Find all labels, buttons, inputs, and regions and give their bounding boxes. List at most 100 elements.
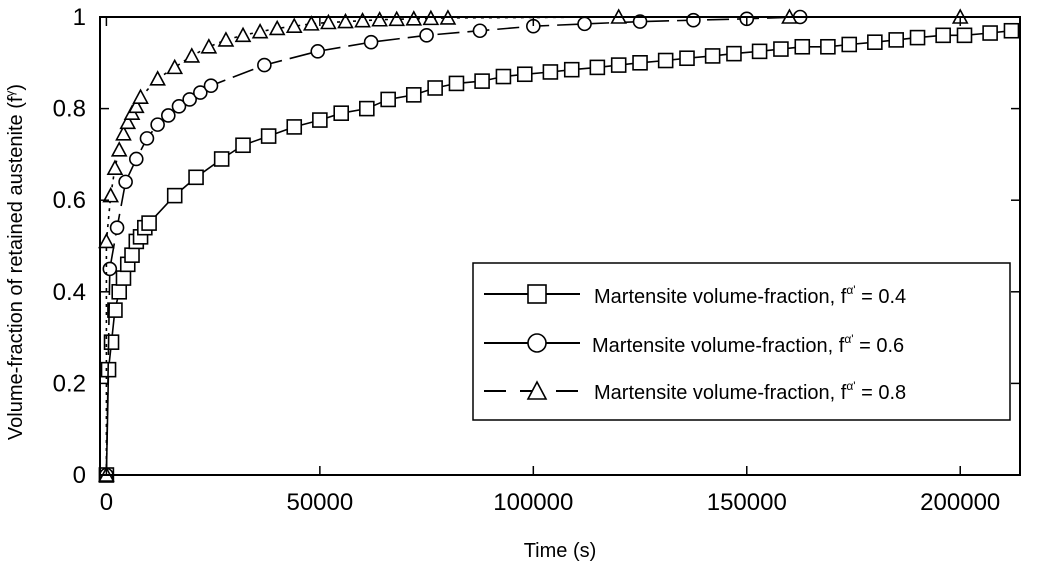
circle-marker <box>102 261 118 277</box>
legend: Martensite volume-fraction, fα' = 0.4 Ma… <box>472 262 1011 421</box>
square-marker <box>380 91 396 108</box>
x-axis-title: Time (s) <box>524 540 597 562</box>
square-marker <box>516 66 533 83</box>
triangle-marker <box>115 125 132 141</box>
triangle-marker <box>337 12 354 29</box>
legend-triangle-marker <box>526 380 548 400</box>
triangle-marker <box>302 15 320 31</box>
square-marker <box>956 27 973 44</box>
square-marker <box>213 151 230 167</box>
triangle-marker <box>234 26 252 43</box>
circle-marker <box>128 151 144 167</box>
x-tick-label: 0 <box>100 489 113 516</box>
x-tick-label: 50000 <box>286 489 353 516</box>
triangle-marker <box>127 97 145 114</box>
square-marker <box>563 61 580 78</box>
square-marker <box>286 119 303 135</box>
square-marker <box>427 80 443 96</box>
square-marker <box>166 187 183 204</box>
triangle-marker <box>102 186 120 203</box>
square-marker <box>107 302 123 318</box>
square-marker <box>657 52 674 69</box>
square-marker <box>679 50 695 67</box>
tick-layer: 0 50000 100000 150000 200000 0 0.2 0.4 0.6 0.8 1 <box>53 4 1020 516</box>
square-marker <box>115 270 132 286</box>
triangle-marker <box>106 159 124 175</box>
square-marker <box>820 38 836 55</box>
square-marker <box>704 48 721 64</box>
circle-marker <box>193 85 208 100</box>
x-tick-label: 150000 <box>707 489 787 516</box>
x-tick-label: 200000 <box>920 489 1000 516</box>
legend-box <box>472 262 1011 421</box>
square-marker <box>982 25 998 41</box>
square-marker <box>610 57 627 73</box>
triangle-marker <box>268 19 286 36</box>
triangle-marker <box>217 31 235 47</box>
square-marker <box>124 247 140 263</box>
triangle-marker <box>132 88 149 104</box>
triangle-marker <box>110 141 128 157</box>
circle-marker <box>632 14 648 29</box>
legend-circle-marker <box>527 333 547 353</box>
triangle-marker <box>320 13 337 30</box>
triangle-marker <box>285 17 303 33</box>
square-marker <box>260 128 277 144</box>
triangle-marker <box>251 22 269 39</box>
square-marker <box>841 36 858 53</box>
legend-label-3: Martensite volume-fraction, fα' = 0.8 <box>594 379 906 404</box>
circle-marker <box>310 44 326 59</box>
y-tick-label: 1 <box>73 4 86 31</box>
circle-marker <box>419 28 434 43</box>
circle-marker <box>150 117 165 132</box>
triangle-marker <box>405 10 423 26</box>
legend-label-2: Martensite volume-fraction, fα' = 0.6 <box>592 332 904 357</box>
legend-label-1: Martensite volume-fraction, fα' = 0.4 <box>594 283 906 308</box>
circle-marker <box>182 92 197 107</box>
square-marker <box>589 59 606 76</box>
triangle-marker <box>149 70 166 86</box>
circle-marker <box>161 108 176 123</box>
y-tick-label: 0.6 <box>53 187 86 214</box>
circle-marker <box>203 78 219 93</box>
square-marker <box>794 38 811 55</box>
circle-marker <box>363 34 379 50</box>
triangle-marker <box>388 10 406 27</box>
square-marker <box>359 100 375 117</box>
plot-frame <box>99 16 1021 476</box>
circle-marker <box>139 131 155 146</box>
square-marker <box>141 215 157 231</box>
square-marker <box>935 27 951 44</box>
square-marker <box>773 41 789 57</box>
series-2 <box>99 9 808 483</box>
square-marker <box>726 45 742 62</box>
y-tick-label: 0 <box>73 462 86 489</box>
square-marker <box>188 169 204 186</box>
square-marker <box>867 34 883 50</box>
x-tick-label: 100000 <box>493 489 573 516</box>
triangle-marker <box>183 47 201 63</box>
y-tick-label: 0.2 <box>53 370 86 397</box>
square-marker <box>448 75 465 92</box>
circle-marker <box>118 174 133 190</box>
square-marker <box>111 283 128 300</box>
y-tick-label: 0.4 <box>53 279 86 306</box>
triangle-marker <box>354 11 371 28</box>
circle-marker <box>171 99 187 114</box>
square-marker <box>751 43 768 60</box>
square-marker <box>1003 22 1020 39</box>
square-marker <box>312 112 328 128</box>
y-tick-label: 0.8 <box>53 96 86 123</box>
legend-square-marker <box>527 284 547 304</box>
square-marker <box>333 105 350 121</box>
legend-items <box>484 284 580 400</box>
y-axis-title: Volume-fraction of retained austenite (f… <box>3 84 27 440</box>
square-marker <box>632 54 648 71</box>
square-marker <box>235 137 251 154</box>
square-marker <box>474 73 490 89</box>
square-marker <box>405 87 422 103</box>
series-1 <box>98 22 1020 483</box>
square-marker <box>888 32 904 48</box>
triangle-marker <box>166 58 184 75</box>
square-marker <box>909 29 926 46</box>
